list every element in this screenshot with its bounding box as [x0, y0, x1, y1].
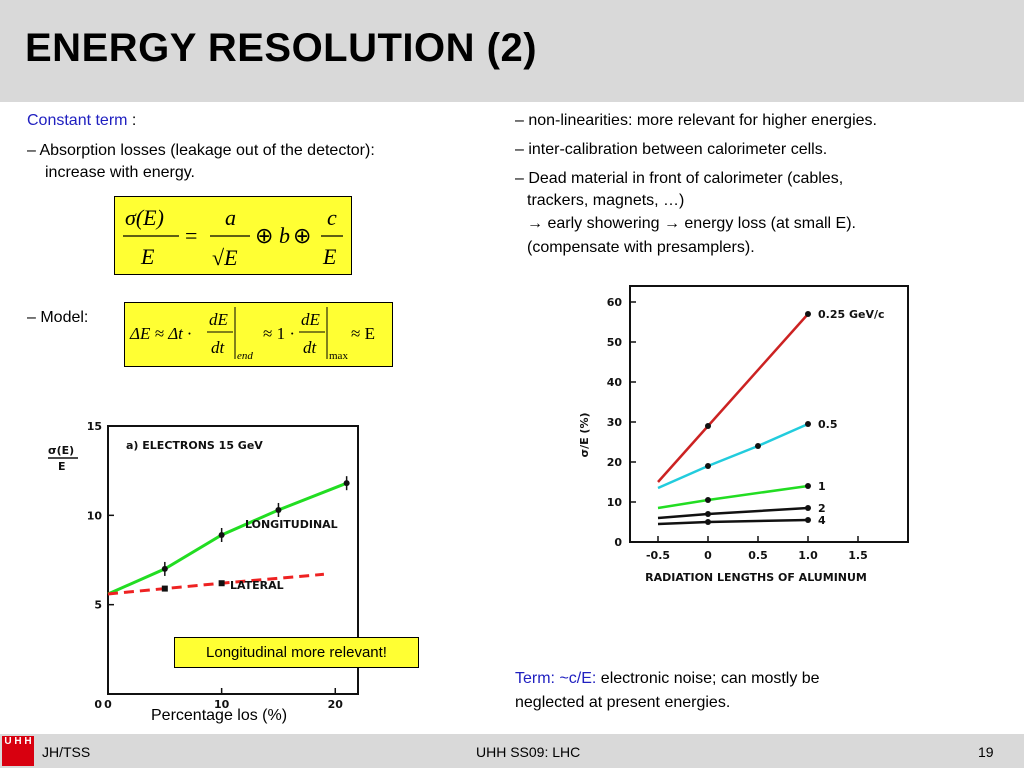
c1-legend-longitudinal: LONGITUDINAL — [245, 518, 338, 531]
c1-ytick-label: 5 — [94, 599, 102, 612]
c2-series-label: 2 — [818, 502, 826, 515]
c2-xtick-label: 0.5 — [748, 549, 768, 562]
f2-approx2: ≈ E — [351, 324, 375, 343]
c2-series-label: 0.25 GeV/c — [818, 308, 885, 321]
c2-point — [805, 311, 811, 317]
c1-point — [161, 585, 168, 592]
absorption-line-2: increase with energy. — [45, 164, 195, 181]
c1-point — [275, 506, 282, 513]
page-title: ENERGY RESOLUTION (2) — [25, 26, 538, 70]
c2-point — [705, 463, 711, 469]
c1-ytick-label: 15 — [87, 420, 102, 433]
right-line-6: (compensate with presamplers). — [527, 239, 755, 256]
footer-page: 19 — [978, 744, 994, 760]
c1-point — [343, 480, 350, 487]
c2-ytick-label: 50 — [607, 336, 623, 349]
term-text: electronic noise; can mostly be — [596, 670, 820, 687]
c2-xtick-label: 0 — [704, 549, 712, 562]
constant-term-line: Constant term : — [27, 110, 136, 131]
c2-point — [805, 483, 811, 489]
right-line-2: – inter-calibration between calorimeter … — [515, 141, 828, 158]
f2-dt: dt — [211, 338, 226, 357]
c1-xtick-label: 0 — [104, 698, 112, 708]
f1-oplus1: ⊕ — [255, 223, 273, 248]
c2-xtick-label: 1.0 — [798, 549, 818, 562]
c2-xlabel: RADIATION LENGTHS OF ALUMINUM — [645, 571, 867, 584]
x-caption: Percentage los (%) — [151, 707, 288, 724]
f1-c: c — [327, 205, 337, 230]
c1-xtick-label: 10 — [214, 698, 230, 708]
resolution-formula: σ(E) E = a √E ⊕ b ⊕ c E — [114, 196, 352, 275]
footer-bar — [0, 734, 1024, 768]
f2-dt2: dt — [303, 338, 318, 357]
model-label: – Model: — [27, 309, 89, 326]
c1-ytick-label: 10 — [87, 509, 103, 522]
c2-point — [755, 443, 761, 449]
resolution-formula-svg: σ(E) E = a √E ⊕ b ⊕ c E — [123, 205, 343, 270]
c1-ylabel-top: σ(E) — [48, 444, 74, 457]
c2-ytick-label: 20 — [607, 456, 623, 469]
c2-point — [705, 497, 711, 503]
c1-legend-lateral: LATERAL — [230, 579, 284, 592]
term-line: Term: ~c/E: electronic noise; can mostly… — [515, 668, 820, 689]
f2-max: max — [329, 350, 348, 362]
callout-box: Longitudinal more relevant! — [174, 637, 419, 668]
right-line-3: – Dead material in front of calorimeter … — [515, 170, 844, 187]
f2-lhs: ΔE ≈ Δt · — [129, 324, 191, 343]
f1-oplus2: ⊕ — [293, 223, 311, 248]
f2-end: end — [237, 350, 253, 362]
c2-point — [805, 517, 811, 523]
right-line-4: trackers, magnets, …) — [527, 192, 685, 209]
aluminum-chart: -0.5 0 0.5 1.0 1.5 0 10 20 30 40 50 60 0.25 GeV/c 0.… — [568, 280, 914, 586]
c1-xtick-label: 20 — [328, 698, 344, 708]
uhh-logo: U H H — [2, 736, 34, 766]
f2-dE2: dE — [301, 310, 321, 329]
c2-point — [805, 505, 811, 511]
c2-point — [705, 519, 711, 525]
model-formula-svg: ΔE ≈ Δt · dE dt end ≈ 1 · dE dt max ≈ E — [129, 307, 375, 362]
c1-title: a) ELECTRONS 15 GeV — [126, 439, 263, 452]
f1-eq: = — [185, 223, 197, 248]
c2-ylabel: σ/E (%) — [578, 412, 591, 457]
c2-ytick-label: 40 — [607, 376, 623, 389]
c2-ytick-label: 10 — [607, 496, 623, 509]
c2-point — [705, 511, 711, 517]
f1-sqrtE: √E — [212, 245, 238, 270]
footer-left: JH/TSS — [42, 744, 91, 760]
c1-ylabel-bottom: E — [58, 460, 66, 473]
c2-point — [705, 423, 711, 429]
c2-ytick-label: 0 — [614, 536, 622, 549]
c1-point — [161, 565, 168, 572]
c1-point — [218, 580, 225, 587]
term-line-2: neglected at present energies. — [515, 694, 731, 711]
c2-point — [805, 421, 811, 427]
c2-series-line — [657, 422, 809, 490]
c1-point — [218, 531, 225, 538]
f1-b: b — [279, 223, 290, 248]
c2-xtick-label: 1.5 — [848, 549, 868, 562]
right-line-1: – non-linearities: more relevant for hig… — [515, 112, 877, 129]
f1-a: a — [225, 205, 236, 230]
f1-E: E — [140, 244, 155, 269]
title-bar — [0, 0, 1024, 102]
constant-term-label: Constant term — [27, 112, 128, 129]
c2-xtick-label: -0.5 — [646, 549, 670, 562]
model-formula: ΔE ≈ Δt · dE dt end ≈ 1 · dE dt max ≈ E — [124, 302, 393, 367]
colon: : — [127, 112, 137, 129]
absorption-line: – Absorption losses (leakage out of the … — [27, 142, 375, 159]
c1-series-lateral-line — [107, 572, 325, 596]
c2-series-label: 1 — [818, 480, 826, 493]
f1-sigma: σ(E) — [125, 205, 164, 230]
footer-center: UHH SS09: LHC — [476, 744, 581, 760]
c2-series-label: 4 — [818, 514, 826, 527]
c1-origin-label: 0 — [94, 698, 102, 708]
c2-series-label: 0.5 — [818, 418, 838, 431]
f2-dE: dE — [209, 310, 229, 329]
c2-ytick-label: 60 — [607, 296, 623, 309]
term-label: Term: ~c/E: — [515, 670, 597, 687]
c2-ytick-label: 30 — [607, 416, 623, 429]
f2-approx1: ≈ 1 · — [263, 324, 295, 343]
right-line-5: → early showering → energy loss (at smal… — [527, 215, 856, 232]
f1-E2: E — [322, 244, 337, 269]
